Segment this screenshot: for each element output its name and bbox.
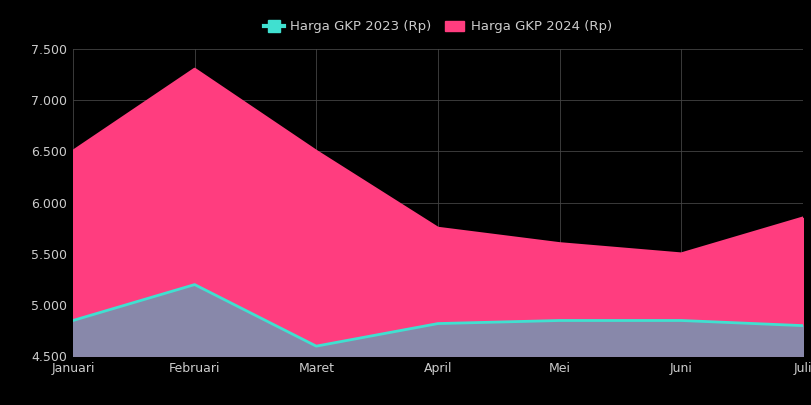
Legend: Harga GKP 2023 (Rp), Harga GKP 2024 (Rp): Harga GKP 2023 (Rp), Harga GKP 2024 (Rp)	[259, 15, 617, 39]
